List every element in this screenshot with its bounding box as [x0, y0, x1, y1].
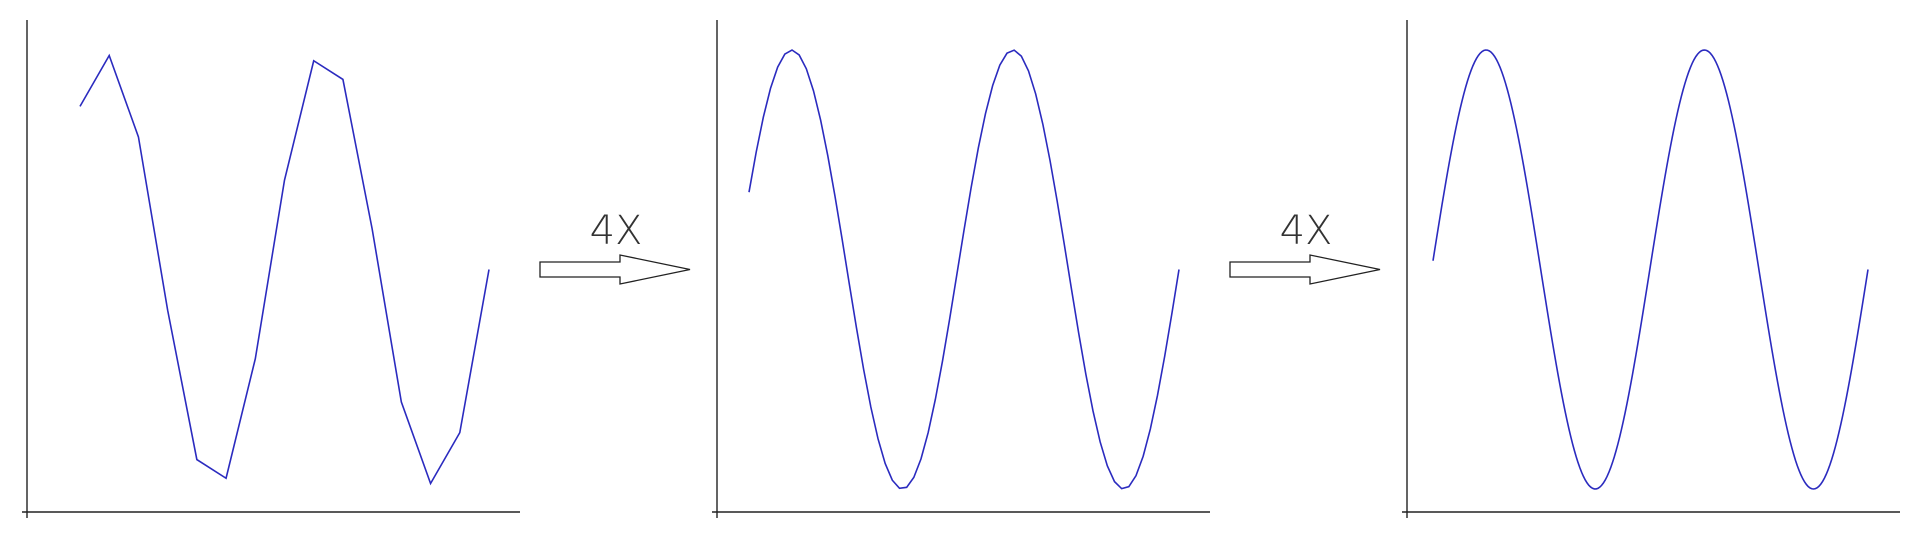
arrow-1-label: 4X: [590, 208, 643, 254]
upsample-arrow-1: 4X: [539, 208, 691, 285]
panel-original: [22, 20, 520, 518]
waveform-medium: [748, 49, 1180, 490]
arrow-1-shape: [539, 254, 691, 285]
arrow-2-label: 4X: [1280, 208, 1333, 254]
upsample-arrow-2: 4X: [1229, 208, 1381, 285]
panel-upsampled-4x: [712, 20, 1210, 518]
waveform-coarse: [79, 53, 490, 486]
arrow-2-shape: [1229, 254, 1381, 285]
waveform-smooth: [1432, 49, 1869, 490]
panel-upsampled-16x: [1402, 20, 1900, 518]
